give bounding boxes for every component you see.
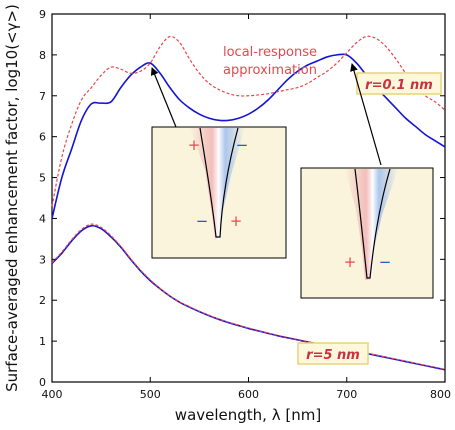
arrow-inset-1	[150, 67, 177, 128]
y-tick-label: 6	[39, 131, 46, 144]
inset-2: + −	[300, 167, 434, 299]
inset-1-minus-top: −	[236, 136, 249, 154]
y-tick-label: 5	[39, 172, 46, 185]
arrow-inset-2	[350, 63, 382, 166]
local-response-label-line1: local-response	[223, 45, 317, 60]
y-tick-label: 1	[39, 335, 46, 348]
r-small-label: r=0.1 nm	[365, 78, 433, 93]
inset-1: + − − +	[151, 126, 287, 259]
x-axis-title: wavelength, λ [nm]	[175, 406, 321, 424]
y-axis: 0 1 2 3 4 5 6 7 8 9	[39, 8, 445, 389]
local-response-curve-3	[51, 223, 446, 370]
inset-2-tip-outline	[354, 168, 391, 279]
y-tick-label: 8	[39, 49, 46, 62]
y-tick-label: 7	[39, 90, 46, 103]
y-tick-label: 3	[39, 253, 46, 266]
x-tick-label: 800	[430, 388, 451, 401]
inset-1-minus-bottom: −	[196, 212, 209, 230]
x-axis: 400 500 600 700 800	[42, 14, 451, 401]
r-large-label-box: r=5 nm	[297, 342, 369, 365]
y-tick-label: 4	[39, 212, 46, 225]
y-tick-label: 9	[39, 8, 46, 21]
local-response-curve-1	[51, 35, 446, 207]
inset-2-plus: +	[344, 253, 357, 271]
y-axis-title: Surface-averaged enhancement factor, log…	[3, 4, 21, 392]
r-large-label: r=5 nm	[306, 348, 360, 363]
y-tick-label: 2	[39, 294, 46, 307]
inset-1-plus-top: +	[188, 136, 201, 154]
x-tick-label: 500	[140, 388, 161, 401]
x-tick-label: 600	[238, 388, 259, 401]
x-tick-label: 700	[336, 388, 357, 401]
local-response-label-line2: approximation	[223, 63, 317, 78]
r-small-label-box: r=0.1 nm	[356, 72, 442, 95]
inset-1-plus-bottom: +	[230, 212, 243, 230]
y-tick-label: 0	[39, 376, 46, 389]
inset-2-minus: −	[379, 253, 392, 271]
x-tick-label: 400	[42, 388, 63, 401]
inset-1-tip-outline	[199, 127, 239, 238]
